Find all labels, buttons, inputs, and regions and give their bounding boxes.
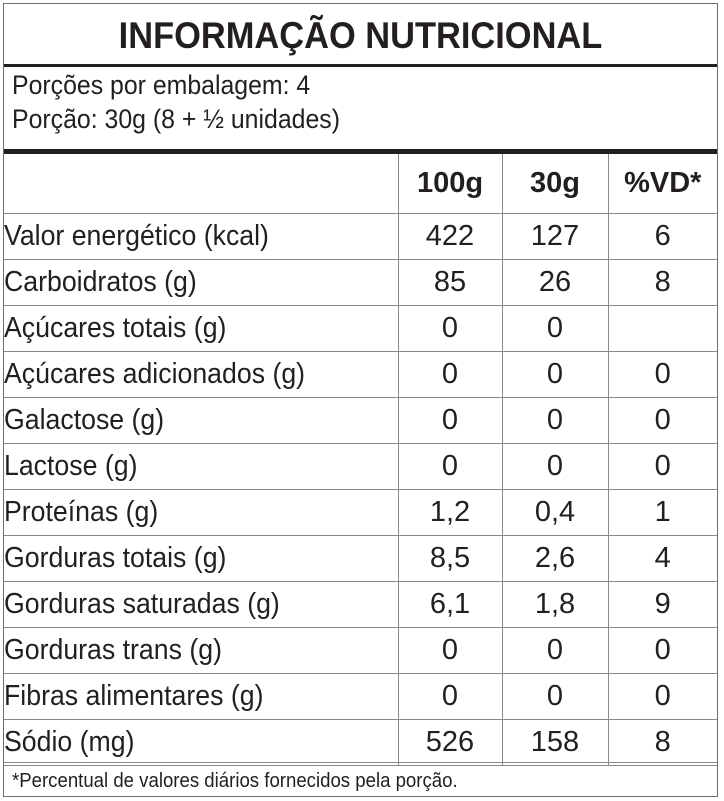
column-header-100g: 100g [397, 154, 502, 214]
value-100g: 85 [397, 259, 502, 306]
table-row: Carboidratos (g) 85 26 8 [4, 259, 717, 306]
value-30g: 0 [501, 673, 608, 720]
nutrient-label: Fibras alimentares (g) [4, 680, 264, 712]
panel-title: INFORMAÇÃO NUTRICIONAL [118, 15, 603, 56]
table-row: Gorduras saturadas (g) 6,1 1,8 9 [4, 581, 717, 628]
column-header-nutrient [4, 154, 398, 214]
value-30g: 0 [501, 305, 608, 352]
nutrient-label: Lactose (g) [4, 450, 138, 482]
value-vd: 0 [607, 351, 717, 398]
nutrition-facts-panel: INFORMAÇÃO NUTRICIONAL Porções por embal… [3, 3, 718, 797]
servings-per-package: Porções por embalagem: 4 [12, 70, 311, 100]
header-divider [4, 149, 717, 154]
value-100g: 6,1 [397, 581, 502, 628]
column-header-30g: 30g [501, 154, 608, 214]
value-vd: 1 [607, 489, 717, 536]
table-row: Fibras alimentares (g) 0 0 0 [4, 673, 717, 720]
footer-divider [4, 762, 717, 763]
value-100g: 0 [397, 627, 502, 674]
value-100g: 8,5 [397, 535, 502, 582]
value-100g: 0 [397, 305, 502, 352]
value-30g: 127 [501, 213, 608, 260]
value-vd: 4 [607, 535, 717, 582]
value-30g: 26 [501, 259, 608, 306]
value-100g: 0 [397, 351, 502, 398]
nutrient-label: Valor energético (kcal) [4, 220, 269, 252]
value-vd [607, 305, 717, 352]
nutrient-label: Sódio (mg) [4, 726, 135, 758]
value-30g: 158 [501, 719, 608, 766]
value-100g: 0 [397, 673, 502, 720]
value-vd: 0 [607, 443, 717, 490]
table-row: Galactose (g) 0 0 0 [4, 397, 717, 444]
value-100g: 1,2 [397, 489, 502, 536]
nutrient-label: Carboidratos (g) [4, 266, 197, 298]
value-vd: 8 [607, 259, 717, 306]
nutrition-table: 100g 30g %VD* Valor energético (kcal) 42… [4, 154, 717, 766]
value-vd: 0 [607, 397, 717, 444]
value-30g: 0 [501, 627, 608, 674]
table-row: Gorduras totais (g) 8,5 2,6 4 [4, 535, 717, 582]
table-row: Açúcares totais (g) 0 0 [4, 305, 717, 352]
value-100g: 526 [397, 719, 502, 766]
nutrient-label: Açúcares totais (g) [4, 312, 227, 344]
nutrient-label: Gorduras totais (g) [4, 542, 227, 574]
value-30g: 0,4 [501, 489, 608, 536]
table-row: Sódio (mg) 526 158 8 [4, 719, 717, 766]
nutrient-label: Gorduras saturadas (g) [4, 588, 280, 620]
nutrient-label: Proteínas (g) [4, 496, 159, 528]
nutrient-label: Açúcares adicionados (g) [4, 358, 306, 390]
value-30g: 0 [501, 397, 608, 444]
value-vd: 0 [607, 627, 717, 674]
value-100g: 422 [397, 213, 502, 260]
value-vd: 8 [607, 719, 717, 766]
value-30g: 0 [501, 443, 608, 490]
value-100g: 0 [397, 443, 502, 490]
footnote: *Percentual de valores diários fornecido… [12, 770, 458, 792]
nutrient-label: Gorduras trans (g) [4, 634, 222, 666]
serving-size: Porção: 30g (8 + ½ unidades) [12, 104, 340, 134]
value-100g: 0 [397, 397, 502, 444]
value-30g: 0 [501, 351, 608, 398]
value-vd: 0 [607, 673, 717, 720]
table-row: Açúcares adicionados (g) 0 0 0 [4, 351, 717, 398]
table-row: Gorduras trans (g) 0 0 0 [4, 627, 717, 674]
value-30g: 2,6 [501, 535, 608, 582]
value-30g: 1,8 [501, 581, 608, 628]
table-header-row: 100g 30g %VD* [4, 154, 717, 214]
title-divider [4, 64, 717, 67]
table-row: Lactose (g) 0 0 0 [4, 443, 717, 490]
column-header-vd: %VD* [607, 154, 717, 214]
table-row: Valor energético (kcal) 422 127 6 [4, 213, 717, 260]
value-vd: 9 [607, 581, 717, 628]
table-row: Proteínas (g) 1,2 0,4 1 [4, 489, 717, 536]
nutrient-label: Galactose (g) [4, 404, 165, 436]
value-vd: 6 [607, 213, 717, 260]
